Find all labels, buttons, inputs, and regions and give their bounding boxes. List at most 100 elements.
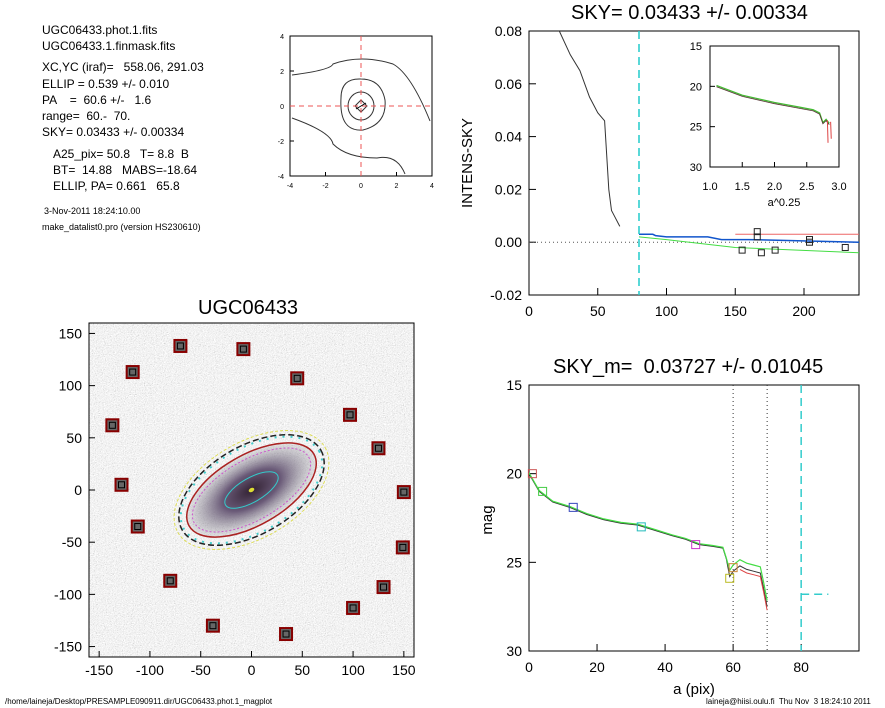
- mag-ytick-label: 30: [506, 643, 522, 659]
- info-line: XC,YC (iraf)= 558.06, 291.03: [42, 60, 204, 74]
- sky-square-marker: [753, 228, 761, 236]
- image-xtick-label: 50: [294, 662, 310, 678]
- sky-plot-title: SKY= 0.03433 +/- 0.00334: [571, 2, 808, 24]
- mag-plot-title: SKY_m= 0.03727 +/- 0.01045: [553, 356, 824, 378]
- inset-xlabel: a^0.25: [768, 197, 801, 209]
- info-line: PA = 60.6 +/- 1.6: [42, 93, 152, 107]
- mag-marker: [728, 563, 738, 573]
- inset-tail-red: [826, 120, 829, 143]
- sky-ytick-label: 0.06: [495, 76, 522, 92]
- mag-marker: [725, 573, 735, 583]
- inset-tail-red-2: [830, 121, 832, 139]
- sky-box-marker: [290, 371, 305, 386]
- info-program: make_datalist0.pro (version HS230610): [42, 222, 201, 232]
- image-ytick-label: -100: [54, 586, 82, 602]
- sky-square-marker: [738, 246, 746, 254]
- sky-xtick-label: 200: [792, 303, 816, 319]
- mag-xtick-label: 60: [725, 659, 741, 675]
- mag-xtick-label: 0: [525, 659, 533, 675]
- info-line: UGC06433.phot.1.fits: [42, 23, 158, 37]
- sky-frame: [528, 30, 860, 296]
- isophote-black-dashed: [178, 434, 325, 546]
- mag-profile-red: [739, 568, 768, 611]
- mag-xtick-label: 80: [793, 659, 809, 675]
- info-line: range= 60.- 70.: [42, 109, 131, 123]
- center-xtick-label: 0: [359, 183, 363, 190]
- image-ytick-label: 50: [66, 430, 82, 446]
- sky-square-marker: [753, 233, 761, 241]
- center-contour: [340, 78, 386, 131]
- sky-box-marker: [173, 338, 188, 353]
- center-xtick-label: 4: [430, 183, 434, 190]
- sky-box-inner: [374, 444, 382, 452]
- galaxy-image-plot: -150 -100 -50 0 50 100 150 150 100 50 0 -50 -100 -150: [54, 322, 416, 678]
- inset-ytick-label: 25: [690, 122, 702, 134]
- sky-box-marker: [396, 485, 411, 500]
- mag-xtick-label: 40: [657, 659, 673, 675]
- image-xtick-label: 100: [341, 662, 365, 678]
- center-contour: [291, 117, 406, 175]
- image-ytick-label: 150: [59, 325, 83, 341]
- sky-ytick-label: 0.02: [495, 181, 522, 197]
- center-ytick-label: 2: [280, 69, 284, 76]
- sky-box-inner: [129, 368, 137, 376]
- sky-box-marker: [205, 618, 220, 633]
- sky-ylabel: INTENS-SKY: [459, 118, 476, 208]
- sky-box-marker: [125, 365, 140, 380]
- image-xtick-label: -150: [85, 662, 113, 678]
- center-pa-line: [355, 102, 367, 110]
- inset-xtick-label: 2.0: [767, 181, 782, 193]
- mag-profile-green: [528, 472, 768, 601]
- isophote-outer-yellow: [173, 430, 330, 550]
- mag-marker: [691, 540, 701, 550]
- mag-ytick-label: 20: [506, 466, 522, 482]
- sky-profile-line: [558, 31, 621, 227]
- mag-ylabel: mag: [479, 505, 496, 534]
- sky-ytick-label: -0.02: [490, 287, 522, 303]
- image-xtick-label: -100: [136, 662, 164, 678]
- center-xtick-label: -2: [322, 183, 328, 190]
- sky-ytick-label: 0.04: [495, 129, 522, 145]
- mag-profile-plot: 0 20 40 60 80 15 20 25 30 a (pix) mag: [479, 377, 860, 698]
- sky-square-marker: [757, 249, 765, 257]
- center-ytick-label: -2: [278, 139, 284, 146]
- sky-ytick-label: 0.08: [495, 23, 522, 39]
- sky-xtick-label: 0: [525, 303, 533, 319]
- footer-path: /home/laineja/Desktop/PRESAMPLE090911.di…: [5, 697, 273, 706]
- sky-box-marker: [105, 418, 120, 433]
- isophote-cyan: [179, 435, 324, 545]
- info-line: A25_pix= 50.8 T= 8.8 B: [53, 147, 189, 161]
- mag-ytick-label: 15: [506, 377, 522, 393]
- sky-box-marker: [130, 519, 145, 534]
- image-ytick-label: 100: [59, 378, 83, 394]
- info-line: ELLIP, PA= 0.661 65.8: [53, 179, 180, 193]
- center-xtick-label: 2: [395, 183, 399, 190]
- image-xtick-label: 0: [248, 662, 256, 678]
- info-date: 3-Nov-2011 18:24:10.00: [44, 206, 141, 216]
- inset-xtick-label: 1.0: [702, 181, 717, 193]
- inset-ytick-label: 20: [690, 81, 702, 93]
- sky-xtick-label: 150: [724, 303, 748, 319]
- mag-ytick-label: 25: [506, 554, 522, 570]
- sky-box-marker: [236, 342, 251, 357]
- sky-box-inner: [282, 630, 290, 638]
- mag-marker: [538, 486, 548, 496]
- sky-xtick-label: 50: [590, 303, 606, 319]
- sky-level-line: [639, 233, 860, 243]
- mag-frame: [528, 384, 860, 652]
- inset-ytick-label: 15: [690, 41, 702, 53]
- mag-profile-black: [528, 473, 768, 607]
- mag-xtick-label: 20: [589, 659, 605, 675]
- image-xtick-label: -50: [191, 662, 211, 678]
- sky-square-marker: [771, 246, 779, 254]
- inset-xtick-label: 3.0: [831, 181, 846, 193]
- isophote-inner-cyan: [224, 471, 279, 509]
- sky-box-inner: [293, 374, 301, 382]
- sky-box-inner: [134, 523, 142, 531]
- galaxy-nucleus: [248, 487, 255, 493]
- sky-box-inner: [399, 543, 407, 551]
- mag-marker: [636, 522, 646, 532]
- center-ytick-label: 4: [280, 34, 284, 41]
- sky-box-inner: [239, 345, 247, 353]
